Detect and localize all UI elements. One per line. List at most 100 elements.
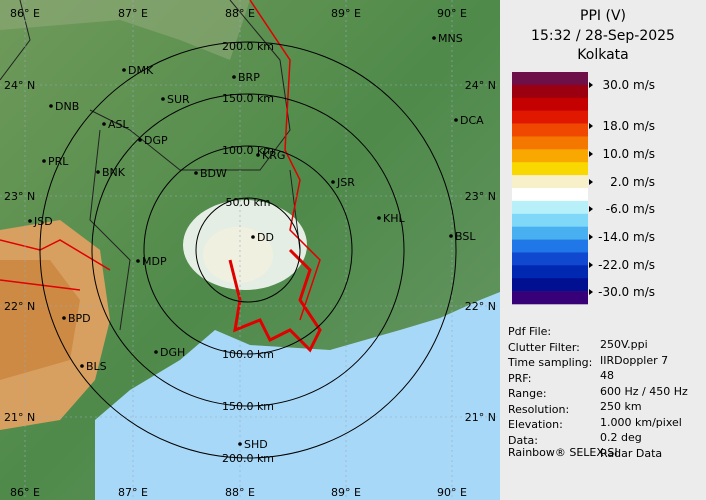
range-label: 200.0 km — [222, 452, 274, 465]
radar-map: 86° E 86° E 87° E 87° E 88° E 88° E 89° E 89° E… — [0, 0, 500, 500]
lat-label: 21° N — [4, 411, 35, 424]
city-label: SHD — [244, 438, 268, 451]
city-label: DCA — [460, 114, 484, 127]
city-label: MNS — [438, 32, 463, 45]
range-label: 200.0 km — [222, 40, 274, 53]
city-label: PRL — [48, 155, 69, 168]
info-key: Pdf File: — [508, 325, 552, 338]
terrain-plateau — [0, 260, 80, 380]
info-value: 1.000 km/pixel — [600, 415, 682, 429]
city-label: KHL — [383, 212, 405, 225]
city-dot — [454, 118, 458, 122]
city-label: DNB — [55, 100, 79, 113]
range-label: 150.0 km — [222, 400, 274, 413]
legend-tick — [589, 151, 593, 157]
legend-label: -22.0 m/s — [598, 258, 655, 272]
city-label: JSD — [33, 215, 53, 228]
lon-label: 90° E — [437, 486, 467, 499]
city-label: BDW — [200, 167, 227, 180]
river-delta — [228, 248, 322, 353]
color-swatch — [512, 84, 588, 99]
city-dot — [49, 104, 53, 108]
title: PPI (V) — [580, 8, 626, 24]
city-dot — [28, 219, 32, 223]
color-swatch — [512, 239, 588, 253]
color-swatch — [512, 175, 588, 189]
color-legend: 30.0 m/s 18.0 m/s 10.0 m/s 2.0 m/s -6.0 m/s -… — [512, 72, 655, 305]
city-label: BNK — [102, 166, 126, 179]
legend-tick — [589, 206, 593, 212]
legend-label: -14.0 m/s — [598, 230, 655, 244]
city-dot — [161, 97, 165, 101]
city-dot — [251, 235, 255, 239]
city-label: BPD — [68, 312, 91, 325]
city-label: BRP — [238, 71, 260, 84]
city-dot — [194, 171, 198, 175]
info-value: 600 Hz / 450 Hz — [600, 384, 688, 398]
city-label: DGH — [160, 346, 185, 359]
station: Kolkata — [577, 47, 629, 63]
city-label: DD — [257, 231, 274, 244]
city-label: DGP — [144, 134, 168, 147]
city-dot — [154, 350, 158, 354]
lat-label: 22° N — [4, 300, 35, 313]
info-value: 48 — [600, 369, 614, 382]
info-row: Pdf File: 250V.ppi — [508, 325, 648, 351]
range-label: 100.0 km — [222, 348, 274, 361]
city-dot — [96, 170, 100, 174]
color-swatch — [512, 110, 588, 124]
color-swatch — [512, 291, 588, 305]
city-label: ASL — [108, 118, 130, 131]
city-label: SUR — [167, 93, 190, 106]
range-ring — [39, 41, 457, 459]
city-dot — [80, 364, 84, 368]
city-label: MDP — [142, 255, 167, 268]
info-value: IIRDoppler 7 — [600, 353, 669, 367]
lon-label: 87° E — [118, 7, 148, 20]
color-swatch — [512, 136, 588, 150]
district-boundary — [0, 0, 301, 331]
city-dot — [62, 316, 66, 320]
datetime: 15:32 / 28-Sep-2025 — [531, 28, 675, 44]
lat-label: 24° N — [4, 79, 35, 92]
city-dot — [449, 234, 453, 238]
city-dot — [102, 122, 106, 126]
lat-label: 23° N — [465, 190, 496, 203]
info-row: Elevation: 0.2 deg — [508, 418, 642, 444]
city-dot — [42, 159, 46, 163]
city-label: BSL — [455, 230, 476, 243]
info-key: Data: — [508, 433, 538, 447]
lon-label: 88° E — [225, 486, 255, 499]
color-swatch — [512, 97, 588, 111]
city-label: JSR — [336, 176, 355, 189]
info-key: Clutter Filter: — [508, 340, 580, 354]
city-dot — [122, 68, 126, 72]
color-swatch — [512, 200, 588, 215]
sea — [95, 292, 500, 500]
range-label: 150.0 km — [222, 92, 274, 105]
legend-label: -6.0 m/s — [606, 202, 655, 216]
legend-tick — [589, 123, 593, 129]
lon-label: 89° E — [331, 486, 361, 499]
info-key: Elevation: — [508, 418, 563, 431]
color-swatch — [512, 162, 588, 176]
info-value: Radar Data — [600, 446, 663, 460]
legend-label: 18.0 m/s — [602, 119, 655, 133]
color-swatch — [512, 265, 588, 279]
color-swatch — [512, 149, 588, 163]
info-key: PRF: — [508, 371, 532, 385]
lat-label: 22° N — [465, 300, 496, 313]
city-dot — [377, 216, 381, 220]
range-ring — [143, 145, 353, 355]
side-panel: PPI (V) 15:32 / 28-Sep-2025 Kolkata 30.0… — [500, 0, 706, 500]
color-swatch — [512, 123, 588, 137]
info-key: Time sampling: — [508, 356, 593, 369]
legend-label: 2.0 m/s — [610, 175, 655, 189]
info-row: Clutter Filter: IIRDoppler 7 — [508, 340, 668, 367]
terrain-high — [0, 0, 250, 60]
info-value: 250 km — [600, 400, 642, 413]
legend-label: 30.0 m/s — [602, 78, 655, 92]
color-swatch — [512, 226, 588, 240]
lat-label: 24° N — [465, 79, 496, 92]
